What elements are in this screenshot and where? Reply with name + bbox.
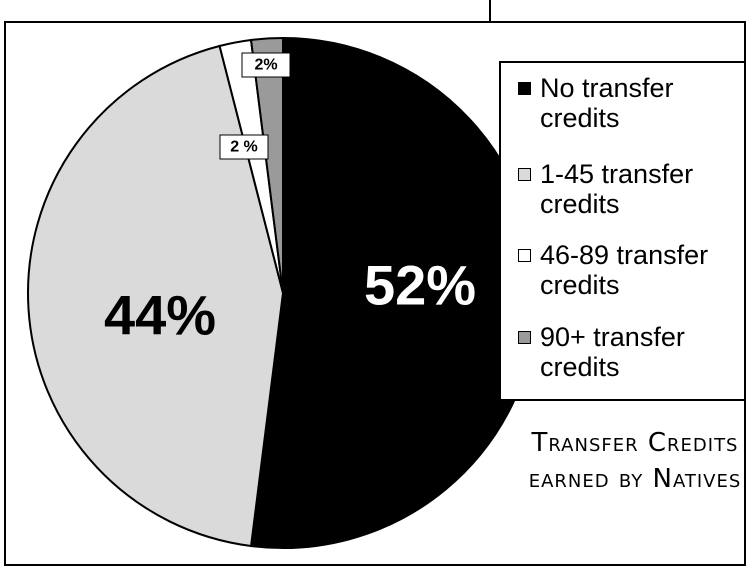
legend-box (499, 61, 746, 401)
label-box (241, 52, 291, 78)
legend-item: No transfer credits (518, 73, 751, 133)
legend-label: 46-89 transfer credits (540, 240, 709, 300)
value-label: 44% (104, 284, 216, 347)
value-label: 2 % (230, 139, 258, 156)
legend-swatch (518, 168, 531, 181)
value-label: 2% (254, 57, 277, 74)
pie-slice (27, 44, 285, 548)
legend-swatch (518, 249, 531, 262)
legend-swatch (518, 331, 531, 344)
label-box (219, 134, 269, 160)
legend-item: 90+ transfer credits (518, 322, 751, 382)
legend-item: 46-89 transfer credits (518, 240, 751, 300)
pie-slice (249, 36, 284, 294)
legend-swatch (518, 82, 531, 95)
chart-title: Transfer Credits earned by Natives (528, 428, 742, 494)
labels: 52% 44% 2 % 2% (104, 52, 476, 347)
legend-label: 1-45 transfer credits (540, 159, 694, 219)
legend-item: 1-45 transfer credits (518, 159, 751, 219)
legend-label: No transfer credits (540, 73, 674, 133)
legend-label: 90+ transfer credits (540, 322, 685, 382)
pie (27, 36, 539, 549)
value-label: 52% (364, 254, 476, 317)
